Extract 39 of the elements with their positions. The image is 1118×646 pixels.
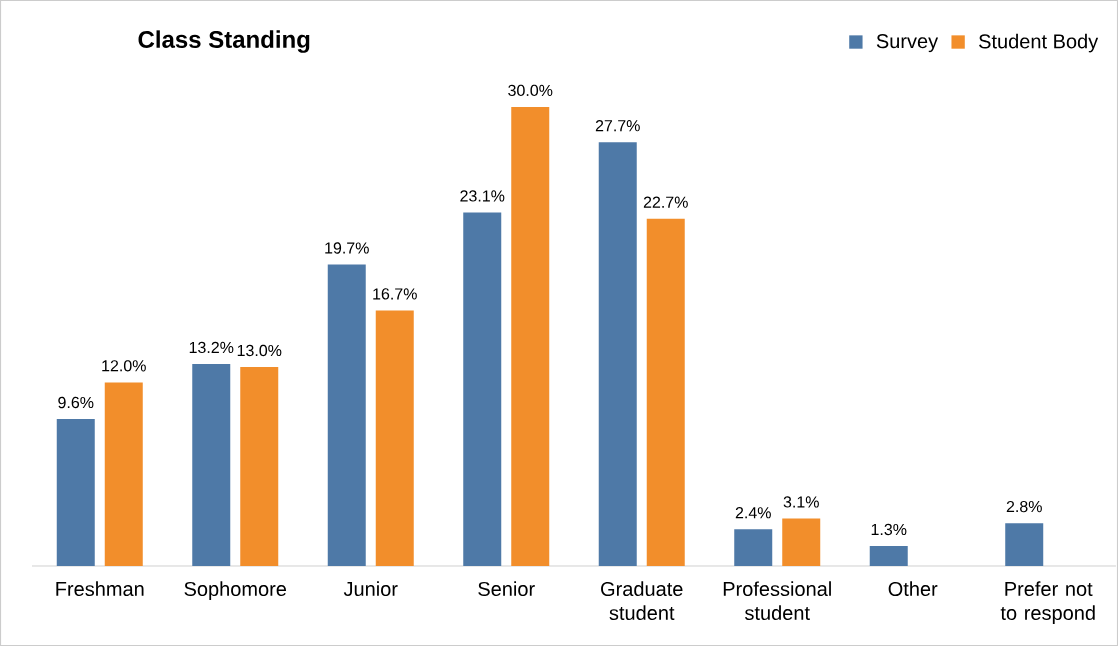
bar	[375, 310, 414, 566]
data-label: 13.2%	[189, 341, 234, 354]
data-label: 16.7%	[373, 288, 417, 300]
bar	[327, 264, 366, 566]
x-tick-label: Senior	[478, 581, 535, 597]
bar	[104, 382, 143, 566]
chart-title: Class Standing	[138, 30, 310, 53]
data-label: 3.1%	[783, 496, 819, 508]
data-label: 19.7%	[325, 242, 369, 254]
x-tick-label: Prefer not to respond	[1000, 581, 1095, 624]
data-label: 2.4%	[735, 507, 771, 519]
x-tick-label: Professional student	[723, 581, 831, 621]
bar	[192, 364, 231, 566]
bar	[734, 529, 773, 566]
bar	[869, 546, 908, 566]
bar	[782, 518, 821, 566]
data-label: 12.0%	[102, 360, 146, 372]
data-label: 27.7%	[595, 119, 640, 132]
x-tick-label: Other	[888, 581, 938, 597]
bar	[598, 142, 637, 566]
x-tick-label: Graduate student	[601, 581, 683, 621]
bar	[56, 419, 95, 566]
bar	[1005, 523, 1044, 566]
bar	[646, 218, 685, 566]
bar	[240, 367, 279, 566]
legend-label: Student Body	[979, 33, 1099, 53]
bar	[511, 106, 550, 566]
data-label: 30.0%	[508, 84, 553, 97]
data-label: 23.1%	[460, 190, 505, 202]
x-tick-label: Junior	[343, 581, 398, 597]
x-tick-label: Sophomore	[184, 581, 287, 600]
data-label: 22.7%	[643, 196, 688, 208]
legend-label: Survey	[876, 34, 939, 53]
data-label: 2.8%	[1006, 500, 1042, 513]
data-label: 1.3%	[871, 523, 907, 536]
data-label: 9.6%	[58, 396, 94, 409]
bar	[463, 212, 502, 566]
x-tick-label: Freshman	[56, 581, 144, 597]
data-label: 13.0%	[237, 344, 282, 357]
